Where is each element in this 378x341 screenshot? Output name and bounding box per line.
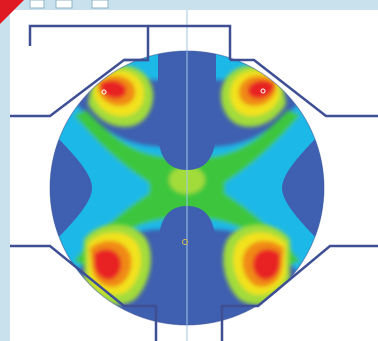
marker-upper-right [260,88,266,94]
toolbar-button-1[interactable] [29,0,45,9]
toolbar-button-3[interactable] [91,0,109,9]
outline-top-slot [148,24,232,60]
inner-corner-mark [10,14,22,26]
marker-point [182,239,188,245]
outline-upper-right [230,58,378,118]
geometry-outline [10,24,378,341]
outline-lower-left [10,244,158,341]
hotspot-upper-left [88,65,154,127]
window-left-frame [0,0,10,341]
marker-upper-left [101,89,107,95]
hotspot-lower-right [223,224,290,305]
window-title-strip [0,0,378,10]
outline-lower-right [220,244,378,341]
toolbar-button-2[interactable] [55,0,73,9]
hotspot-lower-left [84,224,151,305]
corner-accent-icon [0,0,24,24]
disc-outline [49,50,325,326]
hotspot-upper-right [220,65,286,127]
